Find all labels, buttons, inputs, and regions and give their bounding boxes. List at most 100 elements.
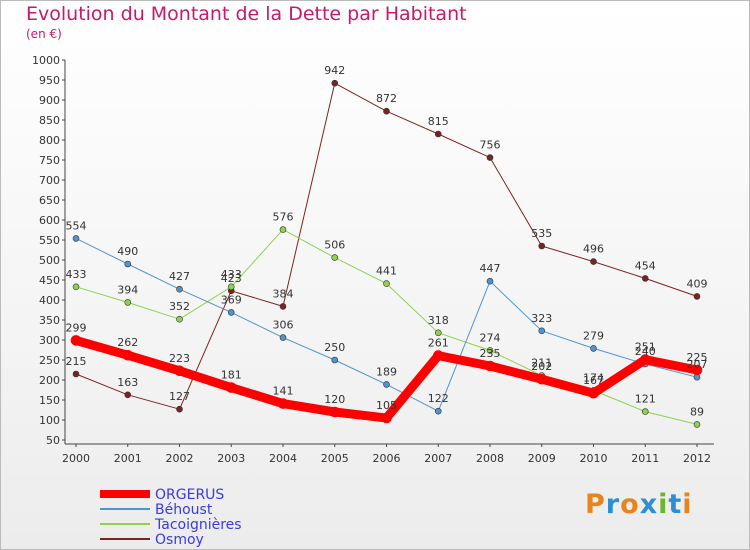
x-tick-label: 2004 <box>269 452 297 465</box>
data-label: 225 <box>687 351 708 364</box>
y-tick-label: 950 <box>39 74 60 87</box>
data-label: 207 <box>687 358 708 371</box>
data-label: 122 <box>428 392 449 405</box>
y-tick-label: 350 <box>39 314 60 327</box>
data-point <box>225 382 237 393</box>
data-point <box>486 154 494 161</box>
data-label: 189 <box>376 365 397 378</box>
data-point <box>590 345 597 352</box>
x-tick-label: 2001 <box>114 452 142 465</box>
data-point <box>641 408 649 415</box>
y-tick-label: 800 <box>39 134 60 147</box>
data-label: 215 <box>66 355 87 368</box>
data-point <box>383 280 390 287</box>
data-point <box>331 254 339 261</box>
data-label: 89 <box>690 405 704 418</box>
data-label: 261 <box>428 337 449 350</box>
x-tick-label: 2003 <box>217 452 245 465</box>
brand-logo: Proxiti <box>585 489 693 520</box>
data-label: 409 <box>687 277 708 290</box>
data-point <box>279 334 287 341</box>
data-label: 223 <box>169 352 190 365</box>
y-tick-label: 500 <box>39 254 60 267</box>
data-point <box>124 260 132 268</box>
data-label: 369 <box>221 293 242 306</box>
data-label: 872 <box>376 92 397 105</box>
x-tick-label: 2002 <box>166 452 194 465</box>
data-point <box>279 226 287 233</box>
data-point <box>590 258 597 265</box>
data-label: 181 <box>221 369 242 382</box>
data-label: 141 <box>273 385 294 398</box>
data-point <box>538 327 546 335</box>
data-point <box>486 277 494 285</box>
data-point <box>72 283 80 291</box>
data-label: 120 <box>324 393 345 406</box>
data-label: 576 <box>273 211 294 224</box>
data-label: 306 <box>273 319 294 332</box>
data-point <box>72 235 80 242</box>
data-point <box>434 407 442 415</box>
data-point <box>227 309 235 316</box>
y-tick-label: 700 <box>39 174 60 187</box>
data-point <box>227 283 235 291</box>
data-point <box>174 365 185 377</box>
x-tick-label: 2011 <box>631 452 659 465</box>
data-label: 202 <box>531 360 552 373</box>
data-label: 127 <box>169 390 190 403</box>
data-label: 427 <box>169 270 190 283</box>
data-point <box>538 242 546 250</box>
data-label: 167 <box>583 374 604 387</box>
data-point <box>641 275 649 282</box>
chart-title: Evolution du Montant de la Dette par Hab… <box>26 3 467 25</box>
data-label: 554 <box>66 219 87 232</box>
data-label: 384 <box>273 287 294 300</box>
x-tick-label: 2010 <box>580 452 608 465</box>
x-tick-label: 2007 <box>424 452 452 465</box>
data-label: 262 <box>117 336 138 349</box>
data-point <box>329 406 341 418</box>
data-point <box>176 315 183 323</box>
y-tick-label: 50 <box>46 434 60 447</box>
legend-label-0: ORGERUS <box>155 487 224 503</box>
data-label: 506 <box>324 239 345 252</box>
data-point <box>639 354 651 365</box>
y-tick-label: 650 <box>39 194 60 207</box>
data-label: 942 <box>324 64 345 77</box>
data-point <box>277 398 289 409</box>
data-point <box>383 107 390 115</box>
data-point <box>588 387 599 399</box>
data-label: 423 <box>221 272 242 285</box>
legend-label-2: Tacoignières <box>154 517 242 533</box>
data-point <box>176 285 183 293</box>
data-point <box>331 79 339 87</box>
y-tick-label: 550 <box>39 234 60 247</box>
data-label: 490 <box>117 245 138 258</box>
data-point <box>693 293 701 300</box>
legend-label-1: Béhoust <box>155 502 213 518</box>
data-label: 299 <box>66 321 87 334</box>
chart-subtitle: (en €) <box>26 27 62 41</box>
data-label: 274 <box>480 331 501 344</box>
data-point <box>434 329 442 337</box>
y-tick-label: 900 <box>39 94 60 107</box>
data-label: 174 <box>583 371 604 384</box>
data-point <box>124 391 132 399</box>
data-point <box>486 347 494 354</box>
data-label: 447 <box>480 262 501 275</box>
x-tick-label: 2006 <box>373 452 401 465</box>
data-label: 211 <box>531 357 552 370</box>
data-label: 535 <box>531 227 552 240</box>
y-tick-label: 100 <box>39 414 60 427</box>
y-tick-label: 250 <box>39 354 60 367</box>
data-point <box>122 349 134 361</box>
data-point <box>691 364 703 376</box>
data-point <box>484 360 496 372</box>
data-label: 394 <box>117 283 138 296</box>
data-label: 496 <box>583 243 604 256</box>
legend-label-3: Osmoy <box>155 532 204 548</box>
data-label: 352 <box>169 300 190 313</box>
data-point <box>383 381 390 388</box>
data-point <box>72 370 80 378</box>
